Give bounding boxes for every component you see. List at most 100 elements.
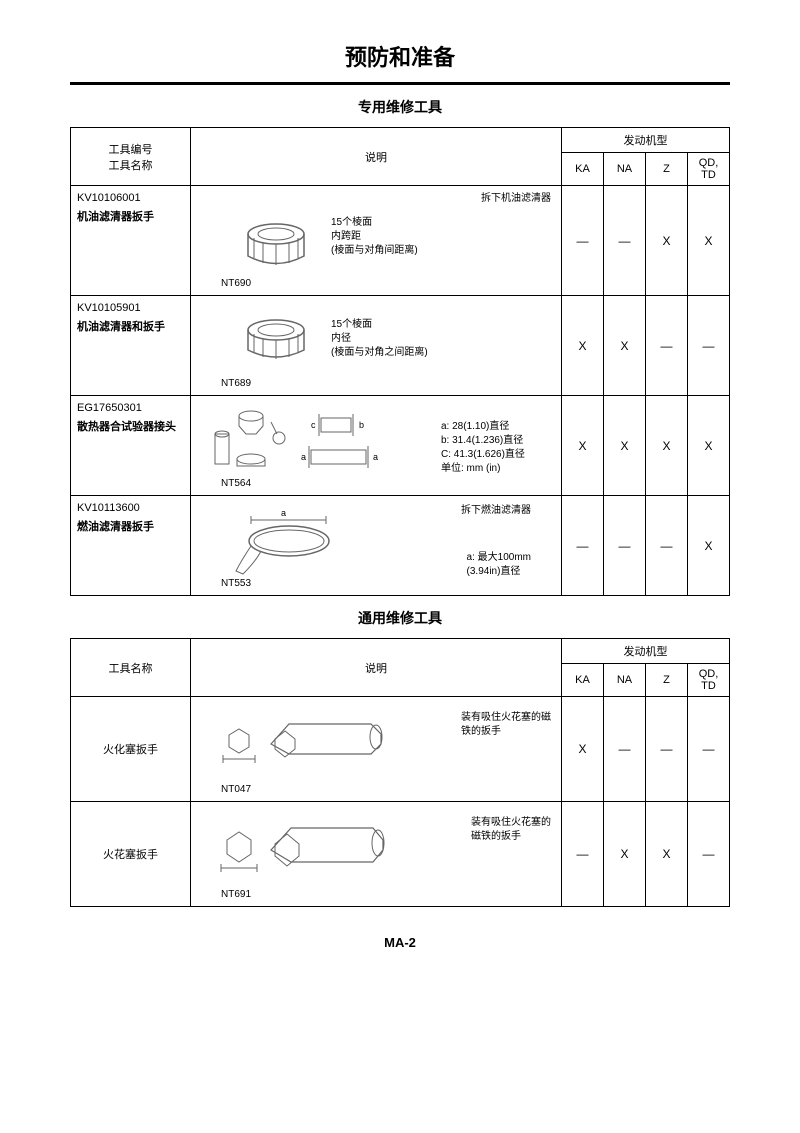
general-tools-table: 工具名称 说明 发动机型 KA NA Z QD, TD 火化塞扳手 装有吸住火花… (70, 638, 730, 907)
eng-cell: X (646, 396, 688, 496)
desc-line: (棱面与对角之间距离) (331, 347, 428, 358)
desc-text: 装有吸住火花塞的 磁铁的扳手 (471, 816, 551, 844)
desc-cell: 装有吸住火花塞的磁 铁的扳手 NT047 (191, 697, 562, 802)
tool-name: 火化塞扳手 (71, 697, 191, 802)
desc-line: 15个棱面 (331, 319, 372, 330)
desc-line: 内径 (331, 333, 351, 344)
svg-text:b: b (359, 420, 364, 430)
table-row: KV10106001 机油滤清器扳手 拆下机油滤清器 15个棱面 内跨距 (棱面… (71, 186, 730, 296)
nt-label: NT690 (221, 278, 251, 289)
table-header-row: 工具编号 工具名称 说明 发动机型 (71, 128, 730, 153)
eng-cell: — (562, 496, 604, 596)
desc-lines: 15个棱面 内径 (棱面与对角之间距离) (331, 318, 428, 360)
tool-name: 机油滤清器扳手 (77, 208, 184, 224)
desc-cell: 拆下机油滤清器 15个棱面 内跨距 (棱面与对角间距离) NT690 (191, 186, 562, 296)
th-tool-num: 工具编号 (109, 144, 153, 156)
table-row: 火花塞扳手 装有吸住火花塞的 磁铁的扳手 NT691 — X X — (71, 802, 730, 907)
desc-line: 内跨距 (331, 231, 361, 242)
eng-cell: X (604, 802, 646, 907)
tool-cell: EG17650301 散热器合试验器接头 (71, 396, 191, 496)
eng-cell: — (646, 697, 688, 802)
special-tools-table: 工具编号 工具名称 说明 发动机型 KA NA Z QD, TD KV10106… (70, 127, 730, 596)
spec-lines: a: 28(1.10)直径 b: 31.4(1.236)直径 C: 41.3(1… (441, 420, 525, 476)
tool-number: EG17650301 (77, 402, 184, 414)
th-desc: 说明 (191, 639, 562, 697)
eng-cell: — (604, 186, 646, 296)
eng-cell: X (646, 186, 688, 296)
tool-number: KV10105901 (77, 302, 184, 314)
spec-line: (3.94in)直径 (467, 566, 521, 577)
spec-line: C: 41.3(1.626)直径 (441, 449, 525, 460)
nt-label: NT047 (221, 784, 251, 795)
tool-name: 散热器合试验器接头 (77, 418, 184, 434)
th-tool-name: 工具名称 (71, 639, 191, 697)
eng-cell: X (688, 186, 730, 296)
desc-cell: c b a a a: 28(1.10)直径 b: 31.4(1.236)直径 C… (191, 396, 562, 496)
eng-cell: X (688, 396, 730, 496)
table-row: 火化塞扳手 装有吸住火花塞的磁 铁的扳手 NT047 X — — — (71, 697, 730, 802)
filter-wrench-icon (241, 314, 311, 369)
table-row: EG17650301 散热器合试验器接头 c b a a a: 2 (71, 396, 730, 496)
th-eng-1: NA (604, 664, 646, 697)
eng-cell: X (688, 496, 730, 596)
spec-line: a: 28(1.10)直径 (441, 421, 509, 432)
spark-plug-wrench-icon (211, 709, 391, 779)
desc-lines: 15个棱面 内跨距 (棱面与对角间距离) (331, 216, 418, 258)
th-eng-0: KA (562, 664, 604, 697)
eng-cell: — (688, 296, 730, 396)
svg-text:a: a (373, 452, 378, 462)
th-eng-1: NA (604, 153, 646, 186)
eng-cell: — (562, 186, 604, 296)
spec-line: 单位: mm (in) (441, 463, 500, 474)
eng-cell: — (646, 296, 688, 396)
svg-text:c: c (311, 420, 316, 430)
eng-cell: — (562, 802, 604, 907)
nt-label: NT553 (221, 578, 251, 589)
eng-cell: — (688, 697, 730, 802)
th-engine-group: 发动机型 (562, 128, 730, 153)
table-row: KV10105901 机油滤清器和扳手 15个棱面 内径 (棱面与对角之间距离)… (71, 296, 730, 396)
eng-cell: X (562, 396, 604, 496)
eng-cell: X (562, 697, 604, 802)
desc-line: 15个棱面 (331, 217, 372, 228)
table-row: KV10113600 燃油滤清器扳手 拆下燃油滤清器 a a: 最大100mm … (71, 496, 730, 596)
tool-number: KV10113600 (77, 502, 184, 514)
desc-text: 装有吸住火花塞的磁 铁的扳手 (461, 711, 551, 739)
desc-cell: 15个棱面 内径 (棱面与对角之间距离) NT689 (191, 296, 562, 396)
section1-title: 专用维修工具 (70, 97, 730, 117)
radiator-adapter-icon: c b a a (211, 404, 431, 484)
nt-label: NT564 (221, 478, 251, 489)
tool-name: 火花塞扳手 (71, 802, 191, 907)
page-footer: MA-2 (70, 935, 730, 950)
tool-name: 机油滤清器和扳手 (77, 318, 184, 334)
th-tool: 工具编号 工具名称 (71, 128, 191, 186)
th-eng-2: Z (646, 664, 688, 697)
tool-cell: KV10105901 机油滤清器和扳手 (71, 296, 191, 396)
section2-title: 通用维修工具 (70, 608, 730, 628)
th-eng-3: QD, TD (688, 153, 730, 186)
tool-number: KV10106001 (77, 192, 184, 204)
desc-line: (棱面与对角间距离) (331, 245, 418, 256)
tool-name: 燃油滤清器扳手 (77, 518, 184, 534)
th-desc: 说明 (191, 128, 562, 186)
eng-cell: — (604, 697, 646, 802)
svg-text:a: a (301, 452, 306, 462)
fuel-filter-wrench-icon: a (231, 506, 351, 581)
eng-cell: — (688, 802, 730, 907)
eng-cell: X (604, 296, 646, 396)
th-eng-3: QD, TD (688, 664, 730, 697)
eng-cell: X (646, 802, 688, 907)
th-engine-group: 发动机型 (562, 639, 730, 664)
nt-label: NT689 (221, 378, 251, 389)
th-tool-name: 工具名称 (109, 160, 153, 172)
spec-line: b: 31.4(1.236)直径 (441, 435, 523, 446)
desc-cell: 拆下燃油滤清器 a a: 最大100mm (3.94in)直径 NT553 (191, 496, 562, 596)
th-eng-0: KA (562, 153, 604, 186)
desc-top: 拆下燃油滤清器 (461, 504, 531, 518)
desc-top: 拆下机油滤清器 (481, 192, 551, 206)
spark-plug-wrench-icon (211, 814, 391, 884)
tool-cell: KV10113600 燃油滤清器扳手 (71, 496, 191, 596)
svg-text:a: a (281, 508, 286, 518)
nt-label: NT691 (221, 889, 251, 900)
eng-cell: X (604, 396, 646, 496)
